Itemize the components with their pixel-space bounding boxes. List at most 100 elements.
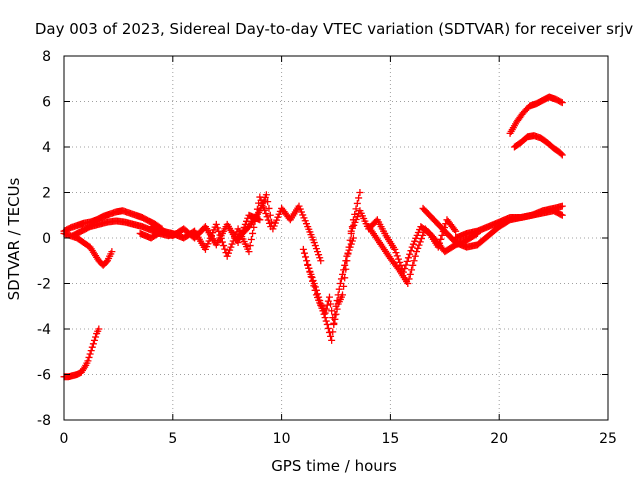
data-point: [302, 253, 310, 261]
data-point: [401, 265, 409, 273]
data-point: [396, 258, 404, 266]
data-point: [325, 293, 333, 301]
data-point: [223, 252, 231, 260]
data-point: [411, 252, 419, 260]
y-tick-label: -8: [37, 413, 51, 429]
data-point: [344, 250, 352, 258]
data-point: [315, 251, 323, 259]
data-point: [330, 320, 338, 328]
data-point: [314, 290, 322, 298]
data-point: [346, 236, 354, 244]
data-point: [328, 336, 336, 344]
data-point: [341, 274, 349, 282]
y-tick-label: -4: [37, 322, 51, 338]
data-point: [86, 350, 94, 358]
data-point: [402, 261, 410, 269]
data-point: [312, 245, 320, 253]
series-arc-start-upper: [60, 207, 166, 235]
data-point: [304, 261, 312, 269]
data-point: [404, 254, 412, 262]
data-point: [557, 150, 565, 158]
data-point: [95, 325, 103, 333]
x-tick-label: 0: [60, 431, 69, 447]
data-point: [317, 257, 325, 265]
data-point: [393, 252, 401, 260]
x-tick-label: 10: [273, 431, 291, 447]
data-point: [266, 211, 274, 219]
data-point: [417, 235, 425, 243]
data-point: [306, 267, 314, 275]
data-point: [333, 305, 341, 313]
data-point: [245, 248, 253, 256]
data-point: [327, 332, 335, 340]
data-point: [438, 231, 446, 239]
data-point: [249, 229, 257, 237]
data-point: [404, 280, 412, 287]
x-tick-label: 15: [381, 431, 399, 447]
data-point: [214, 224, 222, 232]
data-point: [221, 245, 229, 253]
data-point: [87, 347, 95, 355]
data-point: [217, 235, 225, 243]
data-point: [303, 257, 311, 265]
data-point: [312, 286, 320, 294]
data-point: [322, 317, 330, 325]
data-point: [414, 244, 422, 252]
data-point: [324, 324, 332, 332]
data-point: [355, 194, 363, 202]
data-point: [229, 237, 237, 245]
data-point: [256, 216, 264, 224]
data-layer: [60, 93, 566, 381]
data-point: [311, 283, 319, 291]
data-point: [558, 202, 566, 210]
data-point: [307, 270, 315, 278]
data-point: [108, 248, 116, 256]
series-arc-evening-2: [452, 202, 566, 242]
data-point: [339, 291, 347, 299]
y-tick-label: 2: [42, 186, 51, 202]
data-point: [558, 151, 566, 159]
data-point: [243, 217, 251, 225]
data-point: [353, 199, 361, 207]
data-point: [341, 261, 349, 269]
data-point: [321, 309, 329, 317]
data-point: [224, 249, 232, 257]
chart-title: Day 003 of 2023, Sidereal Day-to-day VTE…: [35, 20, 633, 38]
data-point: [316, 254, 324, 262]
data-point: [558, 211, 566, 219]
data-point: [299, 245, 307, 253]
data-point: [328, 307, 336, 315]
data-point: [300, 249, 308, 257]
data-point: [329, 328, 337, 336]
data-point: [262, 191, 270, 199]
data-point: [406, 270, 414, 278]
data-point: [310, 239, 318, 247]
y-tick-label: 8: [42, 49, 51, 65]
data-point: [315, 293, 323, 301]
data-point: [407, 247, 415, 255]
data-point: [263, 213, 271, 221]
series-arc-morning-2: [147, 193, 275, 260]
data-point: [340, 282, 348, 290]
series-arc-late-lower: [510, 132, 566, 159]
data-point: [452, 227, 460, 235]
data-point: [356, 189, 364, 196]
data-point: [337, 275, 345, 283]
data-point: [220, 242, 228, 250]
data-point: [265, 204, 273, 212]
data-point: [92, 333, 100, 341]
x-tick-label: 5: [168, 431, 177, 447]
x-axis-label: GPS time / hours: [271, 457, 397, 475]
data-point: [410, 257, 418, 265]
data-point: [322, 305, 330, 313]
data-point: [408, 266, 416, 274]
tick-layer: 0 5 10 15 20 25 -8 -6 -4 -2 0 2 4 6 8: [37, 49, 617, 447]
data-point: [331, 315, 339, 323]
data-point: [416, 238, 424, 246]
series-arc-late-morning: [234, 191, 325, 265]
data-point: [250, 223, 258, 231]
data-point: [311, 242, 319, 250]
data-point: [323, 301, 331, 309]
